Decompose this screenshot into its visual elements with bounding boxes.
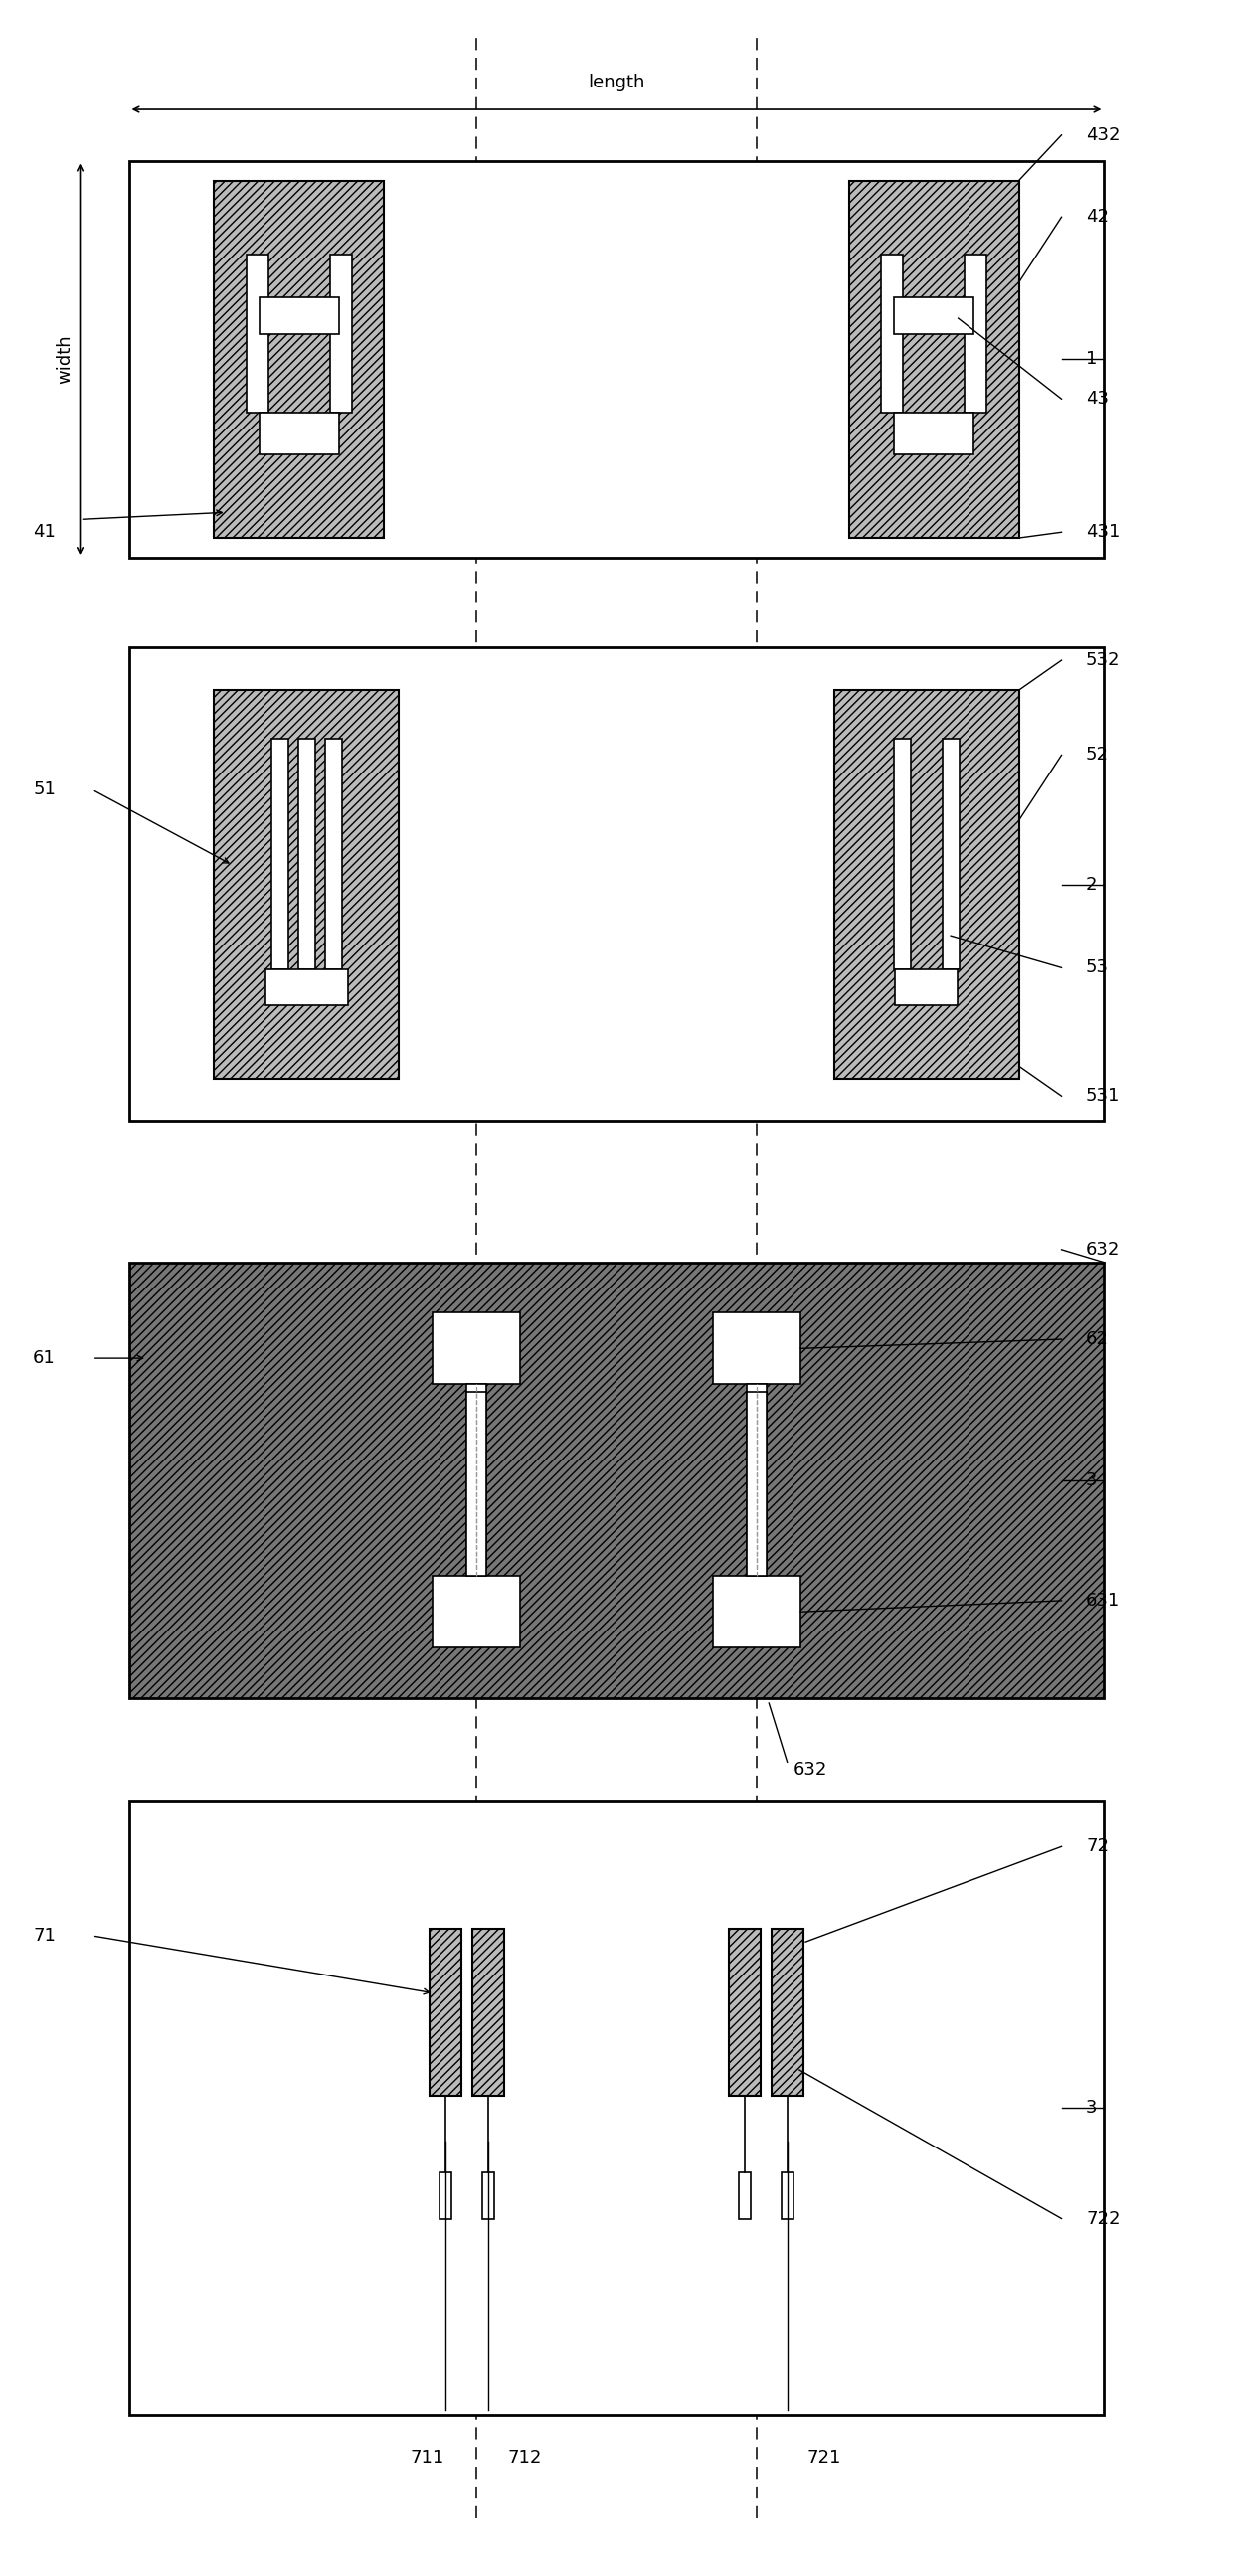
Text: 51: 51 (33, 781, 55, 799)
Bar (215, 690, 399, 1079)
Text: 532: 532 (1086, 652, 1121, 670)
Bar (260, 299, 339, 332)
Bar (215, 180, 385, 538)
Text: width: width (55, 335, 74, 384)
Text: 711: 711 (411, 2450, 445, 2468)
Bar (780, 2172, 793, 2218)
Text: 431: 431 (1086, 523, 1120, 541)
Bar (440, 2172, 453, 2218)
Bar (713, 1314, 800, 1383)
Bar (894, 299, 973, 332)
Text: 632: 632 (793, 1762, 827, 1777)
Text: 2: 2 (1086, 876, 1097, 894)
Bar (466, 1391, 486, 1577)
Bar (472, 1929, 504, 2097)
Text: 432: 432 (1086, 126, 1121, 144)
Bar (128, 1262, 1105, 1698)
Bar (942, 739, 959, 969)
Bar (747, 1391, 767, 1577)
Bar (128, 160, 1105, 559)
Bar (894, 739, 910, 969)
Text: length: length (588, 75, 645, 93)
Text: 61: 61 (33, 1350, 55, 1368)
Bar (298, 739, 316, 969)
Bar (713, 1577, 800, 1649)
Bar (747, 1383, 767, 1569)
Bar (247, 255, 269, 412)
Bar (739, 2172, 751, 2218)
Bar (326, 739, 342, 969)
Bar (128, 1801, 1105, 2416)
Bar (834, 690, 1018, 1079)
Text: 72: 72 (1086, 1837, 1108, 1855)
Bar (882, 255, 904, 412)
Bar (729, 1929, 761, 2097)
Text: 1: 1 (1086, 350, 1097, 368)
Bar (848, 180, 1018, 538)
Text: 531: 531 (1086, 1087, 1120, 1105)
Bar (260, 412, 339, 453)
Bar (433, 1577, 520, 1649)
Bar (895, 969, 958, 1005)
Text: 722: 722 (1086, 2210, 1121, 2228)
Text: 62: 62 (1086, 1329, 1108, 1347)
Bar (128, 647, 1105, 1121)
Text: 712: 712 (508, 2450, 543, 2468)
Text: 41: 41 (33, 523, 55, 541)
Bar (271, 739, 289, 969)
Bar (466, 1383, 486, 1569)
Bar (433, 1314, 520, 1383)
Text: 43: 43 (1086, 389, 1108, 407)
Text: 632: 632 (1086, 1242, 1120, 1260)
Text: 71: 71 (33, 1927, 55, 1945)
Text: 42: 42 (1086, 209, 1108, 227)
Text: 631: 631 (1086, 1592, 1120, 1610)
Text: 53: 53 (1086, 958, 1108, 976)
Bar (329, 255, 351, 412)
Bar (482, 2172, 494, 2218)
Bar (772, 1929, 803, 2097)
Bar (964, 255, 986, 412)
Bar (430, 1929, 461, 2097)
Text: 721: 721 (806, 2450, 841, 2468)
Bar (265, 969, 348, 1005)
Text: 3: 3 (1086, 1471, 1097, 1489)
Text: 3: 3 (1086, 2099, 1097, 2117)
Text: 52: 52 (1086, 747, 1108, 765)
Bar (894, 412, 973, 453)
